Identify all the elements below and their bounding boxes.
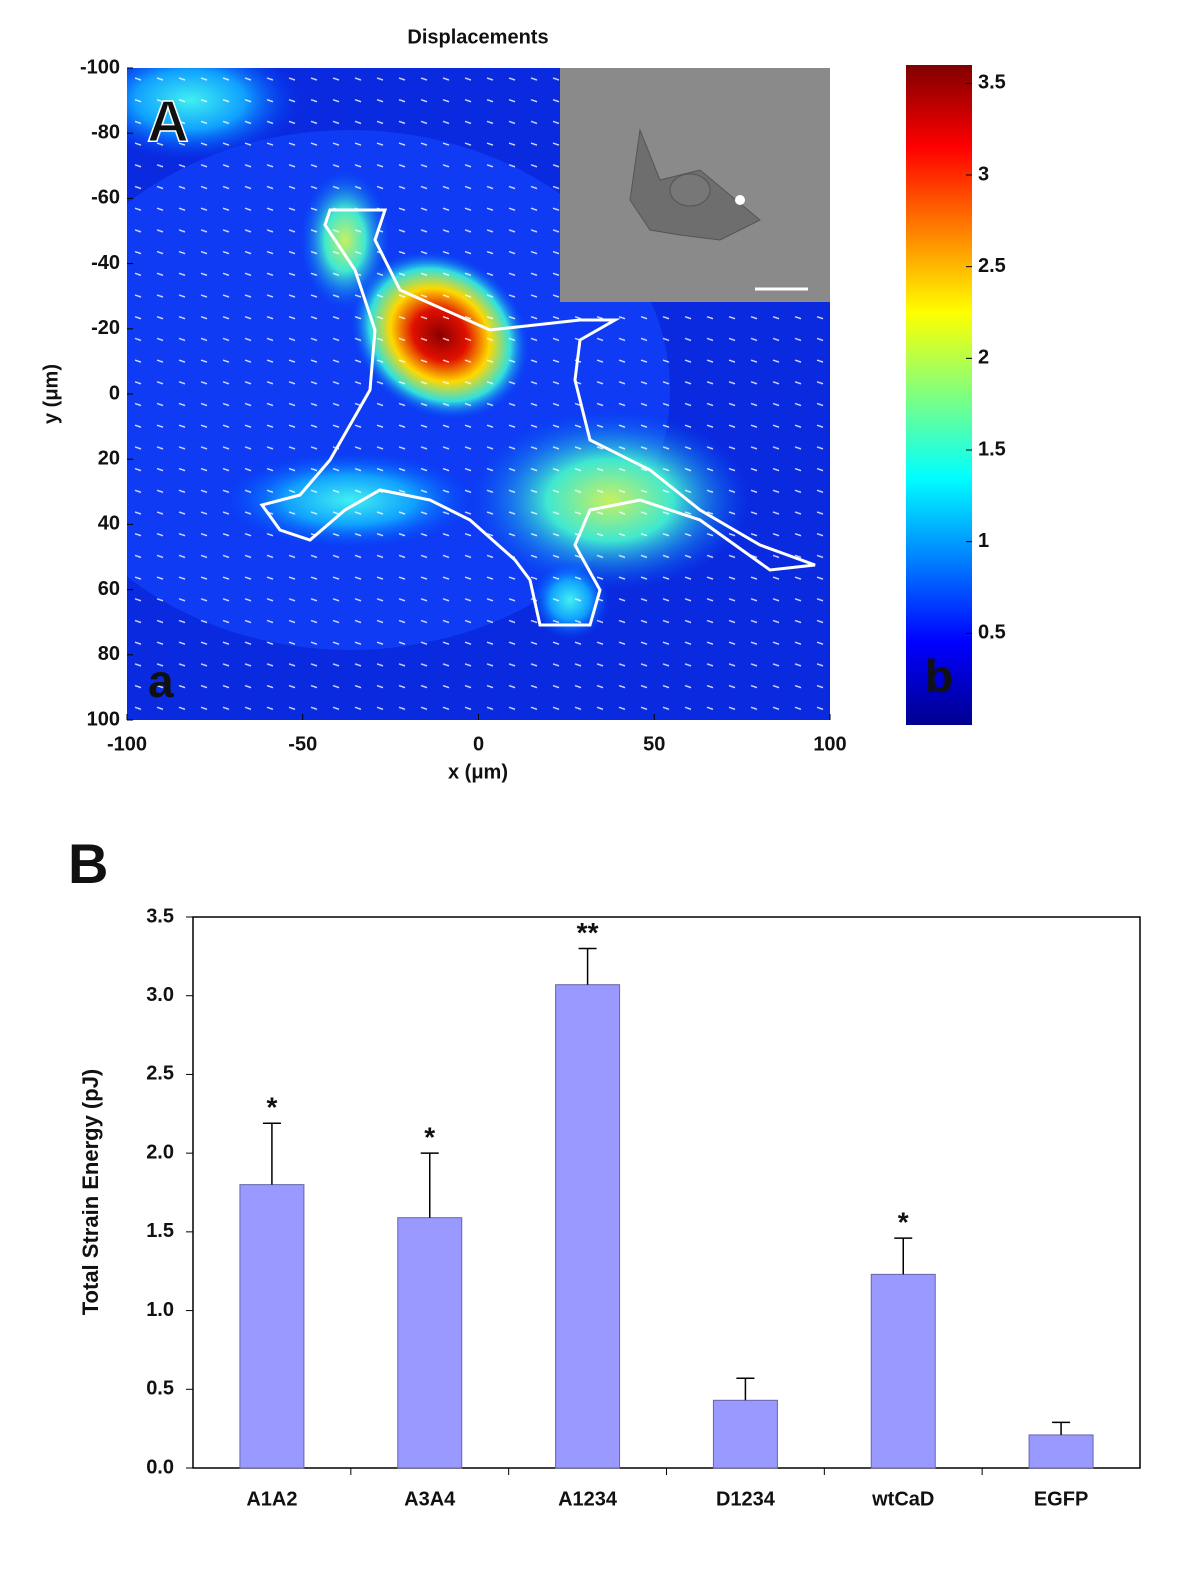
colorbar-tick-label: 2 bbox=[978, 347, 989, 369]
bar bbox=[555, 984, 621, 1469]
significance-marker: ** bbox=[577, 917, 599, 948]
x-tick-label: wtCaD bbox=[871, 1488, 934, 1510]
x-tick-label: 50 bbox=[643, 733, 665, 755]
colorbar-tick-label: 1 bbox=[978, 530, 989, 552]
error-bar bbox=[578, 947, 597, 985]
bar bbox=[1028, 1434, 1094, 1469]
y-axis-label: y (μm) bbox=[40, 364, 62, 424]
y-tick-label: 2.5 bbox=[146, 1063, 174, 1085]
bar bbox=[870, 1273, 936, 1469]
y-tick-label: 3.5 bbox=[146, 905, 174, 927]
x-axis-label: x (μm) bbox=[448, 761, 508, 783]
significance-marker: * bbox=[424, 1122, 435, 1153]
x-tick-label: A1234 bbox=[558, 1488, 618, 1510]
panel-label: A bbox=[147, 89, 189, 154]
x-tick-label: 100 bbox=[813, 733, 846, 755]
colorbar-tick-label: 1.5 bbox=[978, 438, 1006, 460]
y-tick-label: 0 bbox=[109, 382, 120, 404]
y-tick-label: 3.0 bbox=[146, 984, 174, 1006]
y-tick-label: 1.5 bbox=[146, 1220, 174, 1242]
y-axis-label: Total Strain Energy (pJ) bbox=[78, 1069, 103, 1316]
colorbar-tick-label: 2.5 bbox=[978, 255, 1006, 277]
y-tick-label: 60 bbox=[98, 578, 120, 600]
error-bar bbox=[894, 1237, 913, 1275]
colorbar-tick-label: 3 bbox=[978, 163, 989, 185]
bar bbox=[712, 1399, 778, 1469]
x-tick-label: D1234 bbox=[716, 1488, 776, 1510]
plot-frame bbox=[192, 916, 1141, 1469]
x-tick-label: 0 bbox=[473, 733, 484, 755]
x-tick-label: A1A2 bbox=[246, 1488, 297, 1510]
y-tick-label: 80 bbox=[98, 643, 120, 665]
y-tick-label: -100 bbox=[80, 56, 120, 78]
heatmap-image bbox=[127, 68, 830, 720]
y-tick-label: 100 bbox=[87, 708, 120, 730]
y-tick-label: 20 bbox=[98, 447, 120, 469]
x-tick-label: EGFP bbox=[1034, 1488, 1088, 1510]
colorbar-tick-label: 3.5 bbox=[978, 72, 1006, 94]
y-tick-label: 1.0 bbox=[146, 1299, 174, 1321]
y-tick-label: -60 bbox=[91, 187, 120, 209]
y-tick-label: -40 bbox=[91, 252, 120, 274]
y-tick-label: -80 bbox=[91, 121, 120, 143]
x-tick-label: A3A4 bbox=[404, 1488, 456, 1510]
error-bar bbox=[262, 1122, 281, 1185]
chart-title: Displacements bbox=[407, 26, 548, 48]
significance-marker: * bbox=[266, 1092, 277, 1123]
y-tick-label: 0.5 bbox=[146, 1378, 174, 1400]
bar bbox=[239, 1184, 305, 1469]
error-bar bbox=[1052, 1421, 1071, 1435]
panel-label: B bbox=[68, 832, 108, 895]
significance-marker: * bbox=[898, 1207, 909, 1238]
annotation: b bbox=[925, 650, 953, 702]
error-bar bbox=[736, 1377, 755, 1401]
error-bar bbox=[420, 1152, 439, 1218]
y-tick-label: 2.0 bbox=[146, 1141, 174, 1163]
colorbar bbox=[906, 65, 972, 725]
colorbar-tick-label: 0.5 bbox=[978, 622, 1006, 644]
x-tick-label: -100 bbox=[107, 733, 147, 755]
y-tick-label: 40 bbox=[98, 513, 120, 535]
x-tick-label: -50 bbox=[288, 733, 317, 755]
y-tick-label: -20 bbox=[91, 317, 120, 339]
y-tick-label: 0.0 bbox=[146, 1456, 174, 1478]
annotation: a bbox=[148, 655, 174, 707]
bar bbox=[397, 1217, 463, 1469]
